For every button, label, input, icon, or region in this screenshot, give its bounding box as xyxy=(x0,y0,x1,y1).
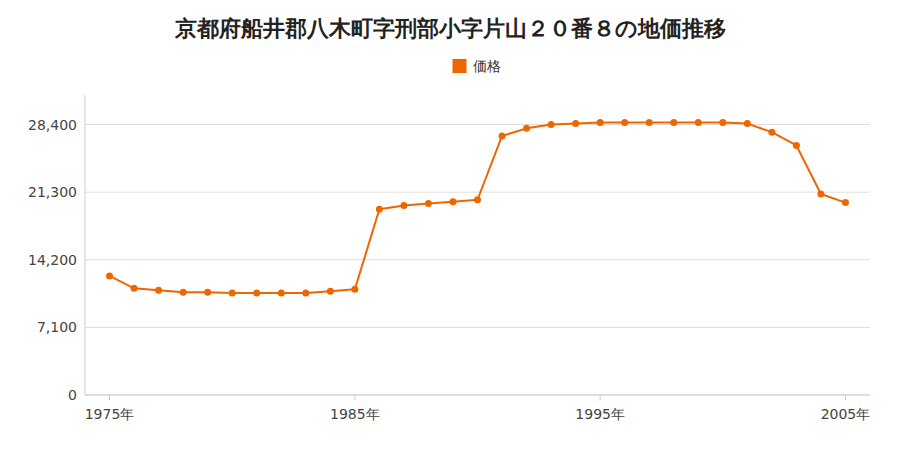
marker xyxy=(131,285,138,292)
legend-label: 価格 xyxy=(473,58,501,74)
grid-line xyxy=(85,395,870,396)
marker xyxy=(327,288,334,295)
legend: 価格 xyxy=(453,58,501,74)
marker xyxy=(768,129,775,136)
x-tick xyxy=(845,395,846,400)
chart: 京都府船井郡八木町字刑部小字片山２０番８の地価推移 0 7,100 14,200 21,… xyxy=(0,0,900,450)
marker xyxy=(425,200,432,207)
marker xyxy=(155,287,162,294)
grid-line xyxy=(85,192,870,193)
marker xyxy=(842,199,849,206)
marker xyxy=(572,120,579,127)
y-tick-label: 21,300 xyxy=(28,184,77,200)
x-tick-label: 1985年 xyxy=(330,406,380,422)
plot-area xyxy=(106,119,849,296)
x-tick-label: 1975年 xyxy=(85,406,135,422)
marker xyxy=(376,206,383,213)
x-tick-label: 2005年 xyxy=(821,406,871,422)
marker xyxy=(646,119,653,126)
marker xyxy=(253,290,260,297)
marker xyxy=(351,286,358,293)
grid-line xyxy=(85,327,870,328)
marker xyxy=(548,121,555,128)
marker xyxy=(793,142,800,149)
y-tick-label: 28,400 xyxy=(28,117,77,133)
marker xyxy=(106,272,113,279)
marker xyxy=(744,120,751,127)
x-tick xyxy=(354,395,355,400)
marker xyxy=(621,119,628,126)
y-axis-line xyxy=(85,95,86,395)
legend-swatch xyxy=(453,59,467,73)
line xyxy=(110,123,846,293)
title: 京都府船井郡八木町字刑部小字片山２０番８の地価推移 xyxy=(174,16,726,41)
marker xyxy=(229,290,236,297)
y-tick-label: 0 xyxy=(68,387,77,403)
marker xyxy=(597,119,604,126)
x-axis-line xyxy=(85,395,870,396)
grid-line xyxy=(85,259,870,260)
x-tick-label: 1995年 xyxy=(575,406,625,422)
marker xyxy=(204,289,211,296)
marker xyxy=(400,202,407,209)
x-tick xyxy=(109,395,110,400)
marker xyxy=(302,290,309,297)
x-tick xyxy=(600,395,601,400)
marker xyxy=(670,119,677,126)
marker xyxy=(499,132,506,139)
marker xyxy=(817,191,824,198)
y-axis: 0 7,100 14,200 21,300 28,400 xyxy=(28,117,870,403)
marker xyxy=(180,289,187,296)
marker xyxy=(719,119,726,126)
marker xyxy=(449,198,456,205)
marker xyxy=(474,196,481,203)
y-tick-label: 7,100 xyxy=(37,319,77,335)
marker xyxy=(523,125,530,132)
marker xyxy=(278,290,285,297)
y-tick-label: 14,200 xyxy=(28,252,77,268)
marker xyxy=(695,119,702,126)
x-axis: 1975年 1985年 1995年 2005年 xyxy=(85,395,871,422)
